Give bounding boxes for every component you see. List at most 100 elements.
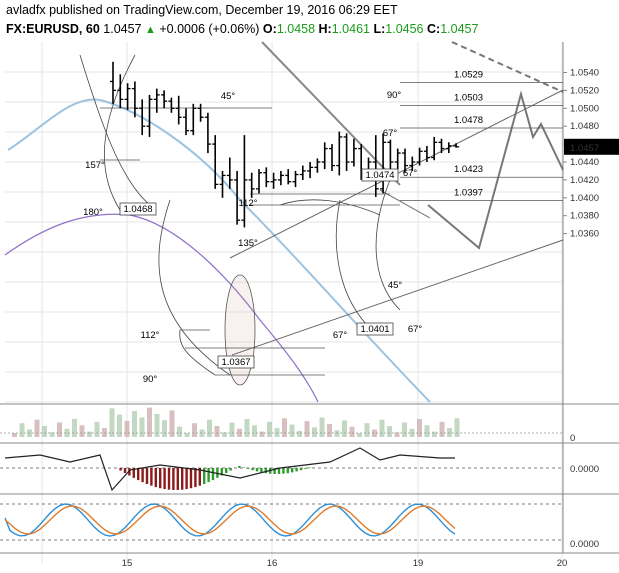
macd-bar xyxy=(128,468,131,476)
fan-arc xyxy=(279,199,381,216)
macd-bar xyxy=(282,468,285,474)
macd-bar xyxy=(185,468,188,490)
volume-bar xyxy=(447,428,452,437)
volume-bar xyxy=(162,420,167,437)
angle-label: 157° xyxy=(85,160,105,171)
macd-bar xyxy=(251,468,254,471)
publisher-name[interactable]: avladfx xyxy=(6,3,46,17)
volume-bar xyxy=(64,428,70,437)
macd-bar xyxy=(264,468,267,474)
macd-bar xyxy=(145,468,149,485)
macd-bar xyxy=(159,468,162,489)
macd-bar xyxy=(119,468,122,471)
volume-tick: 0 xyxy=(570,433,575,444)
projection-path xyxy=(427,90,564,250)
volume-bar xyxy=(454,418,460,437)
macd-bar xyxy=(207,468,210,483)
x-tick-label: 15 xyxy=(122,558,133,569)
macd-bar xyxy=(260,468,263,473)
angle-label: 112° xyxy=(141,330,160,341)
channel-mid xyxy=(379,189,431,219)
volume-bar xyxy=(244,419,250,437)
angle-label: 90° xyxy=(143,374,158,385)
y-tick-label: 1.0400 xyxy=(570,193,599,204)
volume-bar xyxy=(439,421,445,437)
macd-bar xyxy=(198,468,201,486)
macd-bar xyxy=(277,468,281,474)
x-tick-label: 19 xyxy=(413,558,424,569)
ma-purple-line xyxy=(4,213,319,403)
macd-bar xyxy=(242,467,245,468)
macd-bar xyxy=(238,466,241,468)
macd-bar xyxy=(154,468,157,488)
y-tick-label: 1.0420 xyxy=(570,175,599,186)
fan-arc xyxy=(158,199,231,376)
macd-bar xyxy=(229,468,232,471)
volume-bar xyxy=(154,413,160,437)
volume-bar xyxy=(327,423,332,437)
volume-bar xyxy=(274,428,280,437)
macd-bar xyxy=(203,468,206,485)
volume-bar xyxy=(192,423,197,437)
angle-label: 45° xyxy=(221,91,236,102)
volume-pane: 0 xyxy=(0,407,575,444)
volume-bar xyxy=(364,423,370,437)
channel-lower xyxy=(231,239,564,356)
volume-bar xyxy=(357,433,362,437)
pane-borders xyxy=(0,42,619,554)
volume-bar xyxy=(79,425,85,437)
fan-arc xyxy=(375,179,401,311)
current-price-label: 1.0457 xyxy=(570,143,599,154)
volume-bar xyxy=(102,428,107,437)
fan-arc xyxy=(179,329,216,376)
volume-bar xyxy=(252,425,257,437)
volume-bar xyxy=(372,429,377,437)
volume-bar xyxy=(222,432,227,437)
volume-bar xyxy=(169,410,175,437)
volume-bar xyxy=(394,432,400,437)
price-level-label: 1.0397 xyxy=(454,187,483,198)
moving-averages xyxy=(4,98,431,403)
trendline-gray xyxy=(261,41,401,186)
volume-bar xyxy=(12,433,17,437)
x-tick-label: 16 xyxy=(267,558,278,569)
volume-bar xyxy=(177,426,182,437)
y-tick-label: 1.0540 xyxy=(570,68,599,79)
macd-bar xyxy=(273,468,276,474)
y-tick-label: 1.0520 xyxy=(570,85,599,96)
drawing-labels: 1.0468 1.0474 1.0401 1.0367 45° 157° 180° 90° 67… xyxy=(83,90,422,385)
macd-bar xyxy=(150,468,153,486)
macd-bar xyxy=(220,468,223,476)
macd-bar xyxy=(295,468,298,472)
macd-bar xyxy=(225,468,228,474)
volume-bar xyxy=(72,419,77,437)
volume-bar xyxy=(289,424,295,437)
macd-bar xyxy=(194,468,197,488)
volume-bar xyxy=(214,426,220,437)
fan-arc xyxy=(79,54,151,206)
volume-bar xyxy=(117,414,122,437)
macd-bar xyxy=(132,468,135,478)
high-label: H: xyxy=(318,22,332,36)
volume-bar xyxy=(387,426,392,437)
macd-bar xyxy=(176,468,179,490)
current-price-tag xyxy=(564,138,619,155)
stoch-tick: 0.0000 xyxy=(570,539,599,550)
open-label: O: xyxy=(262,22,277,36)
symbol-header: FX:EURUSD, 60 1.0457 ▲ +0.0006 (+0.06%) … xyxy=(6,22,478,36)
volume-bar xyxy=(304,421,310,437)
volume-bar xyxy=(94,421,100,437)
macd-tick: 0.0000 xyxy=(570,464,599,475)
volume-bar xyxy=(342,420,347,437)
angle-label: 90° xyxy=(387,90,402,101)
price-levels: 1.0529 1.0503 1.0478 1.0423 1.0397 xyxy=(400,69,563,201)
price-level-label: 1.0503 xyxy=(454,93,483,104)
macd-bar xyxy=(247,468,250,469)
x-tick-label: 20 xyxy=(557,558,568,569)
macd-bar xyxy=(167,468,171,490)
last-price: 1.0457 xyxy=(103,22,142,36)
volume-bar xyxy=(282,418,287,437)
volume-bar xyxy=(109,408,115,437)
price-box-label: 1.0367 xyxy=(221,357,250,368)
